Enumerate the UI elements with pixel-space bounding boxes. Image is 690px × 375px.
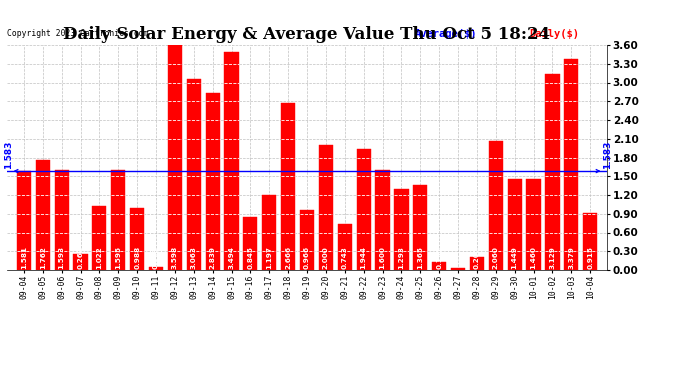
Bar: [149, 267, 163, 270]
Bar: [224, 52, 239, 270]
Bar: [526, 179, 541, 270]
Text: 0.966: 0.966: [304, 246, 310, 269]
Text: 1.293: 1.293: [398, 246, 404, 269]
Text: 1.944: 1.944: [361, 246, 366, 269]
Text: 3.598: 3.598: [172, 246, 178, 269]
Bar: [17, 171, 31, 270]
Text: Average($): Average($): [415, 29, 477, 39]
Text: 1.460: 1.460: [531, 246, 537, 269]
Bar: [357, 148, 371, 270]
Text: 0.207: 0.207: [474, 247, 480, 269]
Bar: [545, 74, 560, 270]
Bar: [508, 180, 522, 270]
Bar: [319, 145, 333, 270]
Bar: [73, 254, 88, 270]
Text: 3.129: 3.129: [549, 246, 555, 269]
Text: 1.762: 1.762: [40, 246, 46, 269]
Text: 1.593: 1.593: [59, 246, 65, 269]
Text: 2.060: 2.060: [493, 246, 499, 269]
Text: 2.000: 2.000: [323, 247, 329, 269]
Bar: [583, 213, 598, 270]
Text: 3.063: 3.063: [191, 246, 197, 269]
Text: 0.915: 0.915: [587, 246, 593, 269]
Text: Daily($): Daily($): [529, 29, 579, 39]
Text: 3.379: 3.379: [569, 246, 574, 269]
Bar: [470, 257, 484, 270]
Bar: [262, 195, 277, 270]
Bar: [432, 262, 446, 270]
Bar: [36, 160, 50, 270]
Text: 1.595: 1.595: [115, 246, 121, 269]
Bar: [168, 45, 182, 270]
Bar: [281, 104, 295, 270]
Bar: [206, 93, 219, 270]
Bar: [564, 59, 578, 270]
Text: 3.494: 3.494: [228, 246, 235, 269]
Bar: [244, 217, 257, 270]
Text: 0.845: 0.845: [248, 246, 253, 269]
Bar: [111, 170, 126, 270]
Title: Daily Solar Energy & Average Value Thu Oct 5 18:24: Daily Solar Energy & Average Value Thu O…: [63, 27, 551, 44]
Text: 1.583: 1.583: [602, 140, 612, 169]
Text: 1.022: 1.022: [97, 247, 102, 269]
Text: 1.583: 1.583: [4, 140, 13, 169]
Bar: [375, 170, 390, 270]
Text: 0.043: 0.043: [153, 247, 159, 269]
Text: 0.131: 0.131: [436, 247, 442, 269]
Text: 1.365: 1.365: [417, 246, 423, 269]
Bar: [130, 208, 144, 270]
Text: 0.743: 0.743: [342, 247, 348, 269]
Text: 1.449: 1.449: [512, 246, 518, 269]
Bar: [55, 170, 69, 270]
Text: 2.839: 2.839: [210, 246, 216, 269]
Text: 2.666: 2.666: [285, 246, 291, 269]
Bar: [451, 268, 465, 270]
Bar: [92, 206, 106, 270]
Text: 1.600: 1.600: [380, 246, 386, 269]
Bar: [300, 210, 314, 270]
Bar: [187, 79, 201, 270]
Bar: [413, 185, 427, 270]
Text: Copyright 2023 Cartronics.com: Copyright 2023 Cartronics.com: [7, 29, 148, 38]
Text: 0.263: 0.263: [77, 246, 83, 269]
Text: 1.581: 1.581: [21, 246, 27, 269]
Bar: [337, 224, 352, 270]
Text: 1.197: 1.197: [266, 246, 273, 269]
Bar: [489, 141, 503, 270]
Text: 0.988: 0.988: [134, 246, 140, 269]
Bar: [395, 189, 408, 270]
